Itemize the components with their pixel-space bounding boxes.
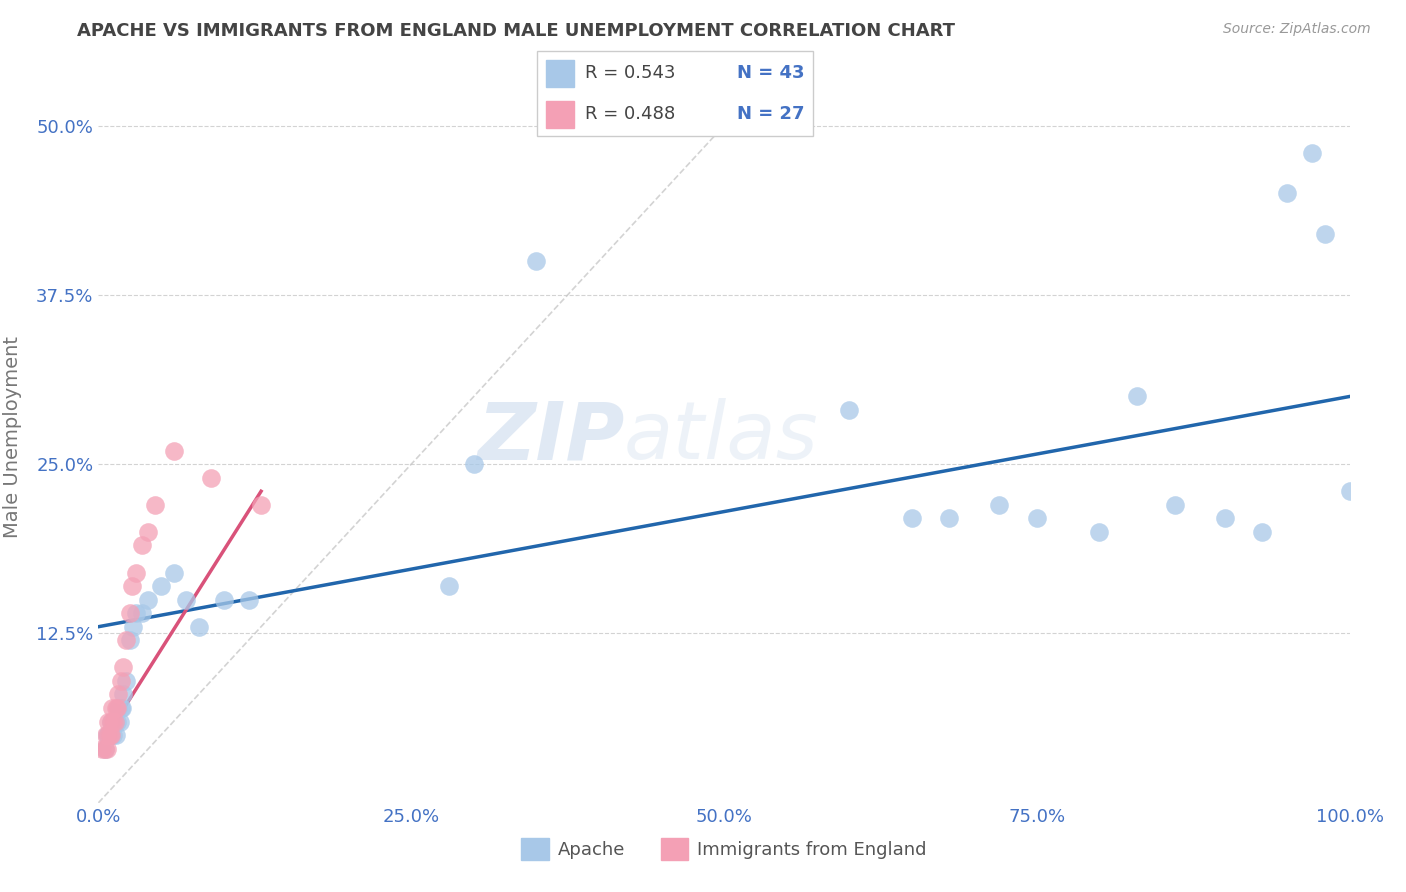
Point xyxy=(100,714,122,729)
Text: Source: ZipAtlas.com: Source: ZipAtlas.com xyxy=(1223,22,1371,37)
Point xyxy=(108,714,131,729)
Point xyxy=(1251,524,1274,539)
Point xyxy=(238,592,260,607)
Point xyxy=(96,741,118,756)
Point xyxy=(118,606,141,620)
Point xyxy=(104,714,127,729)
Point xyxy=(115,673,138,688)
Point xyxy=(463,457,485,471)
Point xyxy=(162,566,184,580)
Point xyxy=(131,538,153,552)
Point xyxy=(138,592,160,607)
Point xyxy=(150,579,173,593)
Text: N = 27: N = 27 xyxy=(737,105,804,123)
Point xyxy=(96,728,118,742)
Point xyxy=(94,728,117,742)
Point xyxy=(91,741,114,756)
Legend: Apache, Immigrants from England: Apache, Immigrants from England xyxy=(515,830,934,867)
Point xyxy=(1339,484,1361,499)
Point xyxy=(125,606,148,620)
Point xyxy=(1277,186,1299,201)
Point xyxy=(103,714,125,729)
Point xyxy=(101,701,124,715)
Point xyxy=(93,741,115,756)
Point xyxy=(524,254,547,268)
Point xyxy=(100,714,122,729)
Point xyxy=(110,673,132,688)
FancyBboxPatch shape xyxy=(537,51,813,136)
Point xyxy=(107,688,129,702)
Point xyxy=(138,524,160,539)
Point xyxy=(1088,524,1111,539)
Point xyxy=(174,592,197,607)
Point xyxy=(988,498,1011,512)
Point xyxy=(1163,498,1185,512)
Point xyxy=(104,701,127,715)
Point xyxy=(97,714,120,729)
Point xyxy=(437,579,460,593)
Point xyxy=(97,728,120,742)
Point xyxy=(1126,389,1149,403)
Point xyxy=(200,471,222,485)
Y-axis label: Male Unemployment: Male Unemployment xyxy=(3,336,22,538)
Point xyxy=(115,633,138,648)
Point xyxy=(125,566,148,580)
Bar xyxy=(546,101,574,128)
Point xyxy=(98,728,121,742)
Point xyxy=(118,633,141,648)
Point xyxy=(105,701,128,715)
Point xyxy=(143,498,166,512)
Point xyxy=(187,620,209,634)
Point xyxy=(112,660,135,674)
Point xyxy=(105,714,128,729)
Point xyxy=(93,741,115,756)
Point xyxy=(104,714,127,729)
Text: N = 43: N = 43 xyxy=(737,64,804,82)
Point xyxy=(131,606,153,620)
Text: R = 0.488: R = 0.488 xyxy=(585,105,675,123)
Point xyxy=(100,728,122,742)
Point xyxy=(212,592,235,607)
Point xyxy=(103,728,125,742)
Text: atlas: atlas xyxy=(624,398,818,476)
Point xyxy=(938,511,960,525)
Point xyxy=(107,701,129,715)
Point xyxy=(162,443,184,458)
Text: R = 0.543: R = 0.543 xyxy=(585,64,675,82)
Point xyxy=(250,498,273,512)
Point xyxy=(110,701,132,715)
Point xyxy=(1313,227,1336,241)
Point xyxy=(112,688,135,702)
Point xyxy=(838,403,860,417)
Point xyxy=(1301,145,1323,160)
Point xyxy=(900,511,922,525)
Point xyxy=(97,728,120,742)
Point xyxy=(121,579,143,593)
Point xyxy=(1213,511,1236,525)
Bar xyxy=(546,60,574,87)
Point xyxy=(111,701,134,715)
Point xyxy=(100,728,122,742)
Point xyxy=(1026,511,1049,525)
Text: APACHE VS IMMIGRANTS FROM ENGLAND MALE UNEMPLOYMENT CORRELATION CHART: APACHE VS IMMIGRANTS FROM ENGLAND MALE U… xyxy=(77,22,955,40)
Text: ZIP: ZIP xyxy=(477,398,624,476)
Point xyxy=(122,620,145,634)
Point xyxy=(104,728,127,742)
